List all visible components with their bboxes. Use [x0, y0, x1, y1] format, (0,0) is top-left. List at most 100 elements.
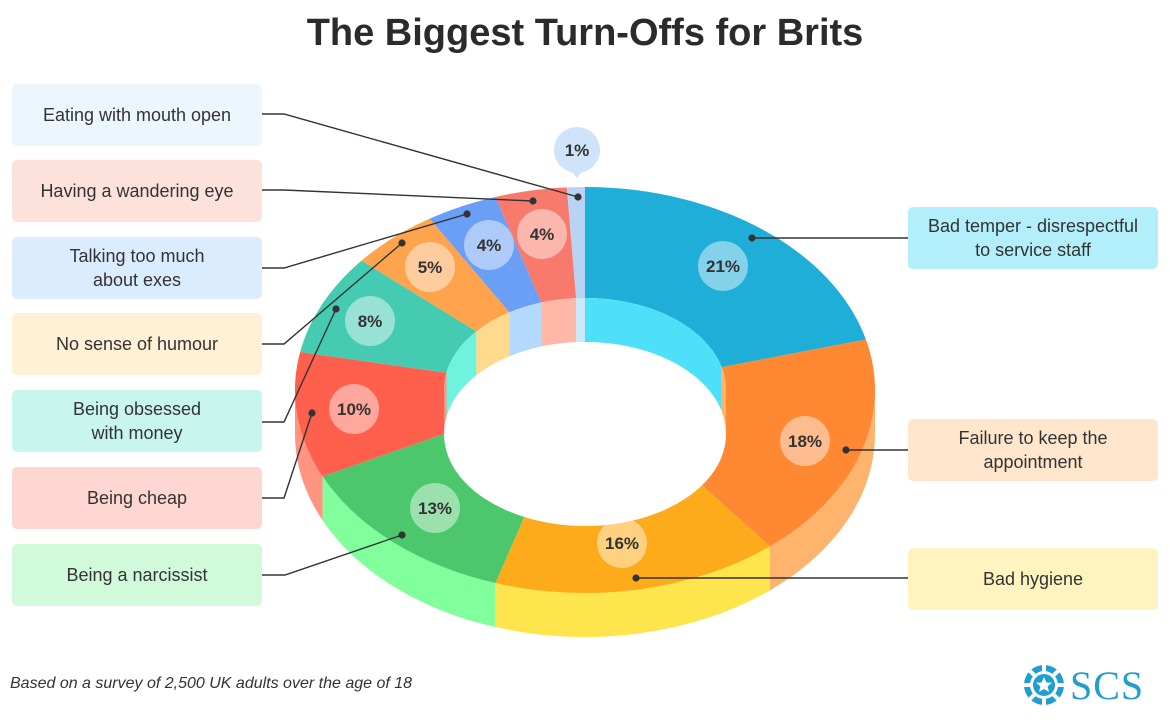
- inner-wall-1-0: [721, 367, 726, 434]
- inner-wall-0-0: [585, 298, 722, 412]
- value-text: 5%: [418, 258, 443, 277]
- value-label-7: 4%: [464, 220, 514, 270]
- side-wall-2: [495, 546, 770, 637]
- value-text: 1%: [565, 141, 590, 160]
- inner-wall-8-1: [541, 298, 577, 347]
- donut-inner-walls: [444, 298, 726, 434]
- value-bubble: [780, 416, 830, 466]
- value-label-2: 16%: [597, 518, 647, 568]
- slice-7: [429, 196, 542, 313]
- leader-lines: [262, 113, 908, 582]
- callout-label-line: Failure to keep the: [958, 428, 1108, 448]
- value-labels: 21% 18% 16% 13% 10% 8% 5% 4% 4% 1%: [329, 127, 830, 568]
- leader-line-8: [262, 189, 534, 202]
- leader-line-9: [262, 113, 579, 198]
- inner-wall-4-1: [444, 372, 447, 434]
- value-label-9: 1%: [554, 127, 600, 178]
- callout-label-line: Bad hygiene: [982, 569, 1084, 589]
- donut-hole: [444, 298, 726, 526]
- value-bubble: [698, 241, 748, 291]
- side-wall-3: [322, 476, 496, 628]
- callout-1: Failure to keep the appointment: [908, 419, 1158, 481]
- callout-label-line: about exes: [92, 270, 182, 290]
- leader-dot-4: [308, 409, 316, 417]
- value-label-0: 21%: [698, 241, 748, 291]
- chart-title: The Biggest Turn-Offs for Brits: [306, 12, 864, 54]
- callout-9: Eating with mouth open: [12, 84, 262, 146]
- hole-floor: [444, 342, 726, 526]
- callout-label-line: Having a wandering eye: [40, 181, 234, 201]
- leader-line-7: [262, 213, 468, 269]
- callout-2: Bad hygiene: [908, 548, 1158, 610]
- logo-text: SCS: [1070, 662, 1145, 708]
- brand-logo: SCS: [1022, 662, 1144, 708]
- leader-dot-0: [748, 234, 756, 242]
- slice-0: [585, 187, 866, 368]
- slice-8: [495, 187, 577, 303]
- value-text: 8%: [358, 312, 383, 331]
- value-label-6: 5%: [405, 242, 455, 292]
- leader-dot-9: [574, 193, 582, 201]
- value-bubble: [597, 518, 647, 568]
- value-label-1: 18%: [780, 416, 830, 466]
- callout-label-line: Eating with mouth open: [42, 105, 232, 125]
- callout-7: Talking too much about exes: [12, 237, 262, 299]
- value-label-8: 4%: [517, 209, 567, 259]
- value-text: 16%: [605, 534, 639, 553]
- leader-line-6: [262, 242, 403, 345]
- value-text: 21%: [706, 257, 740, 276]
- value-bubble: [554, 127, 600, 173]
- value-bubble: [517, 209, 567, 259]
- leader-dot-7: [463, 210, 471, 218]
- callout-label-line: with money: [91, 423, 183, 443]
- slice-1: [674, 339, 875, 547]
- slice-5: [300, 260, 477, 373]
- callout-label-line: Being cheap: [86, 488, 188, 508]
- slice-9: [566, 186, 585, 299]
- value-bubble: [464, 220, 514, 270]
- side-wall-1: [769, 390, 875, 591]
- callout-6: No sense of humour: [12, 313, 262, 375]
- callout-label-line: Bad temper - disrespectful: [927, 216, 1139, 236]
- footnote: Based on a survey of 2,500 UK adults ove…: [10, 675, 413, 692]
- leader-dot-2: [632, 574, 640, 582]
- value-bubble: [329, 384, 379, 434]
- callout-0: Bad temper - disrespectful to service sta…: [908, 207, 1158, 269]
- leader-dot-8: [529, 197, 537, 205]
- value-label-3: 13%: [410, 483, 460, 533]
- leader-line-3: [262, 534, 403, 576]
- inner-wall-9-1: [576, 298, 585, 343]
- leader-dot-6: [398, 239, 406, 247]
- inner-wall-6-1: [476, 312, 510, 376]
- side-wall-4: [295, 390, 323, 521]
- leader-line-5: [262, 308, 337, 423]
- leader-dot-5: [332, 305, 340, 313]
- value-label-5: 8%: [345, 296, 395, 346]
- callout-4: Being cheap: [12, 467, 262, 529]
- leader-dot-1: [842, 446, 850, 454]
- callout-3: Being a narcissist: [12, 544, 262, 606]
- callout-label-line: Being obsessed: [72, 399, 202, 419]
- inner-wall-7-1: [509, 302, 542, 357]
- slice-4: [295, 351, 458, 477]
- value-bubble: [405, 242, 455, 292]
- callout-label-line: Being a narcissist: [66, 565, 208, 585]
- donut-side-walls: [295, 390, 875, 637]
- value-text: 18%: [788, 432, 822, 451]
- callout-label-line: Talking too much: [69, 246, 205, 266]
- leader-dot-3: [398, 531, 406, 539]
- callout-label-line: No sense of humour: [55, 334, 219, 354]
- value-label-4: 10%: [329, 384, 379, 434]
- callout-label-line: to service staff: [975, 240, 1091, 260]
- casino-chip-icon: [1024, 665, 1064, 705]
- leader-line-4: [262, 412, 313, 499]
- callout-label-line: appointment: [983, 452, 1083, 472]
- value-text: 4%: [477, 236, 502, 255]
- value-text: 13%: [418, 499, 452, 518]
- callout-5: Being obsessed with money: [12, 390, 262, 452]
- value-text: 10%: [337, 400, 371, 419]
- value-bubble: [345, 296, 395, 346]
- callout-8: Having a wandering eye: [12, 160, 262, 222]
- value-bubble: [410, 483, 460, 533]
